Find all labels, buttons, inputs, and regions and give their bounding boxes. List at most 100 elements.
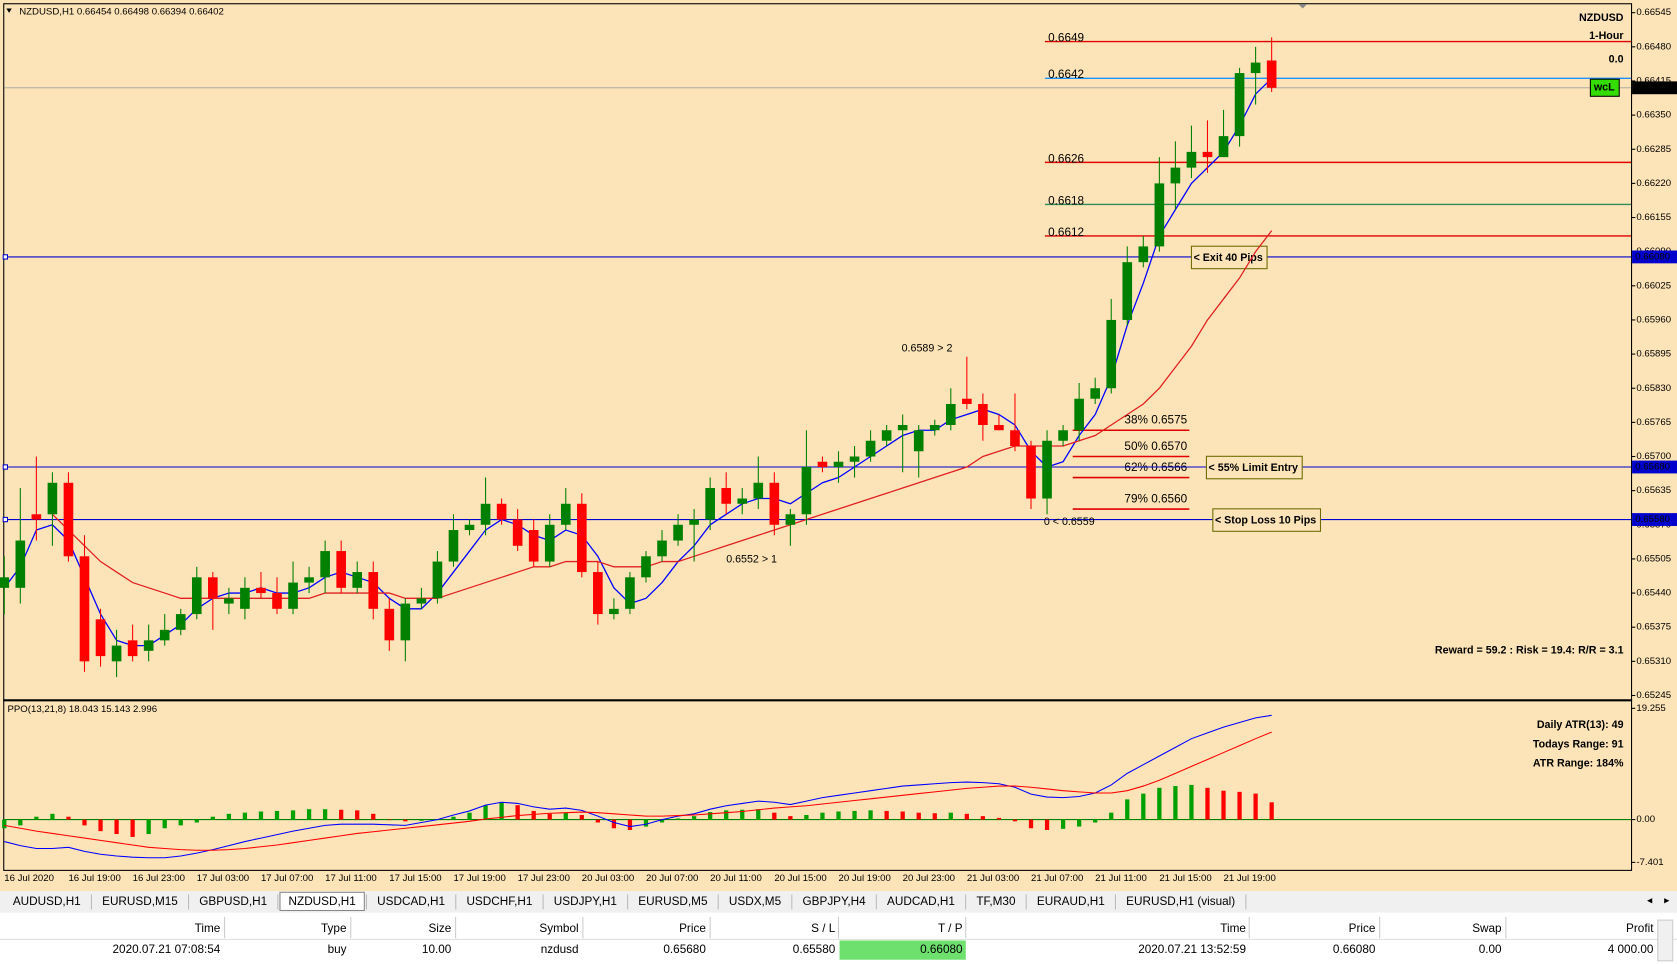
histogram-bar bbox=[451, 816, 456, 820]
chart-background bbox=[0, 0, 1677, 892]
tab-frame bbox=[793, 892, 875, 911]
y-tick-label: 0.00 bbox=[1636, 814, 1655, 825]
reward-risk: Reward = 59.2 : Risk = 19.4: R/R = 3.1 bbox=[1435, 644, 1624, 656]
cell: 4 000.00 bbox=[1608, 943, 1654, 956]
candle-body bbox=[95, 619, 106, 657]
tab[interactable]: USDX,M5 bbox=[720, 892, 793, 911]
tab[interactable]: USDCAD,H1 bbox=[368, 892, 457, 911]
histogram-bar bbox=[996, 817, 1002, 820]
histogram-bar bbox=[595, 819, 600, 823]
histogram-bar bbox=[1221, 790, 1226, 820]
cell: 0.66080 bbox=[920, 943, 963, 956]
trade-label: < 55% Limit Entry bbox=[1209, 462, 1298, 474]
tab-scroll-left[interactable]: ◂ bbox=[1647, 895, 1653, 907]
tab[interactable]: GBPUSD,H1 bbox=[190, 892, 279, 911]
x-tick-label: 20 Jul 03:00 bbox=[582, 873, 634, 884]
cell: buy bbox=[328, 943, 347, 956]
y-tick-label: 0.66480 bbox=[1636, 41, 1671, 52]
price-tag bbox=[1632, 250, 1677, 264]
histogram-bar bbox=[1125, 799, 1130, 820]
y-tick-label: 19.255 bbox=[1636, 703, 1665, 714]
histogram-bar bbox=[1109, 812, 1114, 820]
histogram-bar bbox=[836, 811, 841, 820]
histogram-bar bbox=[1012, 819, 1018, 822]
column-header: Size bbox=[428, 922, 451, 935]
annotation: 0 < 0.6559 bbox=[1044, 516, 1095, 528]
tab-scroll-right[interactable]: ▸ bbox=[1664, 895, 1670, 907]
trade-marker bbox=[2, 516, 9, 523]
price-tag bbox=[1632, 81, 1677, 95]
candle-body bbox=[496, 503, 507, 520]
tab[interactable]: EURUSD,M15 bbox=[93, 892, 190, 911]
trade-box: < Stop Loss 10 Pips bbox=[1212, 508, 1322, 532]
info-alert: ATR Range: 184% bbox=[1533, 758, 1624, 770]
y-tick-label: 0.65245 bbox=[1636, 690, 1671, 701]
candle-body bbox=[929, 424, 940, 431]
candle-body bbox=[978, 403, 988, 425]
y-tick-label: 0.65635 bbox=[1636, 485, 1671, 496]
tab[interactable]: EURUSD,H1 (visual) bbox=[1117, 892, 1247, 911]
candle-body bbox=[945, 403, 956, 425]
candle-body bbox=[528, 530, 539, 562]
tab[interactable]: AUDCAD,H1 bbox=[878, 892, 967, 911]
cell: 2020.07.21 07:08:54 bbox=[113, 943, 221, 956]
tab[interactable]: AUDUSD,H1 bbox=[4, 892, 92, 911]
histogram-bar bbox=[1173, 786, 1178, 820]
trade-marker bbox=[2, 254, 9, 260]
cell: 10.00 bbox=[422, 943, 452, 956]
tab-frame bbox=[279, 891, 365, 912]
chart-header: NZDUSD,H1 0.66454 0.66498 0.66394 0.6640… bbox=[19, 6, 224, 17]
scrollbar[interactable] bbox=[1657, 919, 1674, 962]
price-tag bbox=[1632, 513, 1677, 526]
tab-label: USDX,M5 bbox=[729, 895, 782, 908]
tab-frame bbox=[878, 892, 964, 911]
tab[interactable]: EURUSD,M5 bbox=[629, 892, 719, 911]
histogram-bar bbox=[178, 819, 183, 826]
candle-body bbox=[560, 503, 571, 525]
candle-body bbox=[625, 577, 635, 609]
x-tick-label: 17 Jul 11:00 bbox=[325, 873, 377, 884]
y-tick-label: -7.401 bbox=[1636, 857, 1663, 868]
x-tick-label: 20 Jul 11:00 bbox=[710, 873, 762, 884]
tab[interactable]: USDCHF,H1 bbox=[457, 892, 544, 911]
candle-body bbox=[994, 424, 1004, 431]
histogram-bar bbox=[788, 816, 793, 820]
level-label: 0.6612 bbox=[1048, 226, 1084, 239]
indicator-line bbox=[4, 714, 1272, 859]
histogram-bar bbox=[1028, 819, 1034, 829]
tab[interactable]: EURAUD,H1 bbox=[1028, 892, 1117, 911]
y-tick-label: 0.66220 bbox=[1636, 178, 1671, 189]
menu-arrow[interactable] bbox=[6, 8, 12, 13]
histogram-bar bbox=[242, 812, 248, 820]
histogram-bar bbox=[772, 812, 777, 820]
tab[interactable]: USDJPY,H1 bbox=[545, 892, 629, 911]
candle-body bbox=[1218, 136, 1229, 158]
histogram-bar bbox=[130, 819, 135, 837]
histogram-bar bbox=[467, 812, 472, 820]
histogram-bar bbox=[274, 810, 280, 820]
candle-body bbox=[432, 561, 443, 599]
histogram-bar bbox=[339, 809, 344, 820]
histogram-bar bbox=[884, 810, 889, 820]
histogram-bar bbox=[1157, 787, 1162, 820]
tab[interactable]: GBPJPY,H4 bbox=[793, 892, 877, 911]
x-tick-label: 20 Jul 15:00 bbox=[774, 873, 826, 884]
histogram-bar bbox=[1189, 784, 1194, 820]
candle-body bbox=[79, 556, 90, 662]
tab-label: USDJPY,H1 bbox=[554, 895, 617, 908]
tab[interactable]: TF,M30 bbox=[967, 892, 1027, 911]
histogram-bar bbox=[82, 819, 87, 826]
candle-body bbox=[721, 488, 732, 504]
y-tick-label: 0.65505 bbox=[1636, 553, 1671, 564]
x-tick-label: 17 Jul 07:00 bbox=[261, 873, 313, 884]
column-header: Price bbox=[1349, 922, 1376, 935]
histogram-bar bbox=[675, 818, 681, 820]
tab-frame bbox=[1028, 892, 1114, 911]
candle-body bbox=[689, 519, 699, 525]
x-tick-label: 20 Jul 23:00 bbox=[903, 873, 955, 884]
tab[interactable]: NZDUSD,H1 bbox=[279, 891, 368, 912]
histogram-bar bbox=[691, 816, 697, 820]
candle-body bbox=[336, 551, 346, 588]
column-header: Time bbox=[195, 922, 221, 935]
